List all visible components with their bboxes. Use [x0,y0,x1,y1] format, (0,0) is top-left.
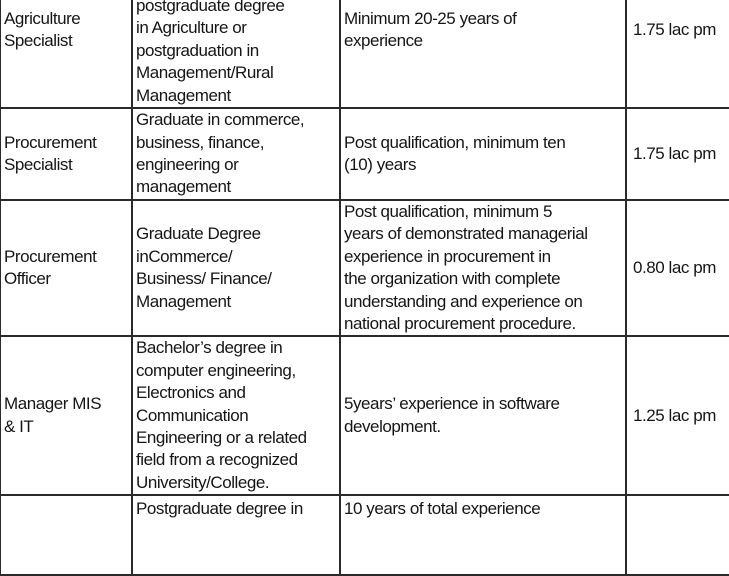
salary-cell: 1.75 lac pm [625,107,729,201]
qualification-line: in Agriculture or [136,18,247,38]
position-cell: Procurement Officer [0,198,133,338]
experience-line: years of demonstrated managerial [344,224,588,244]
qualification-line: management [136,177,231,197]
qualification-line: engineering or [136,155,239,174]
qualification-line: field from a recognized [136,450,298,470]
qualification-line: Management [136,85,231,105]
qualification-cell: Graduate Degree inCommerce/Business/ Fina… [131,198,341,338]
experience-line: 5years’ experience in software [344,394,560,414]
position-line: & IT [4,416,34,436]
salary-text: 0.80 lac pm [633,258,716,278]
position-cell: Manager MIS & IT [0,335,133,497]
position-line: Specialist [4,31,73,50]
qualification-line: Management/Rural [136,63,274,83]
position-cell: Procurement Specialist [0,107,133,201]
position-line: Procurement [4,132,97,152]
table-row: Manager MIS & IT Bachelor’s degree in compu… [0,335,729,497]
qualification-cell: Bachelor’s degree in computer engineering… [131,335,341,497]
qualification-line: Electronics and [136,383,246,403]
qualification-line: inCommerce/ [136,246,233,266]
qualification-line: Management [136,291,231,311]
table-row: Procurement Specialist Graduate in commerc… [0,107,729,201]
salary-cell: 1.75 lac pm [625,0,729,109]
salary-text: 1.75 lac pm [633,143,716,163]
salary-text: 1.25 lac pm [633,405,716,425]
position-line: Officer [4,269,51,289]
experience-cell: Post qualification, minimum 5 years of de… [339,198,627,338]
experience-line: 10 years of total experience [344,499,541,519]
position-line: Manager MIS [4,394,102,414]
experience-line: Post qualification, minimum 5 [344,202,553,221]
qualification-cell: postgraduate degree in Agriculture or post… [131,0,341,109]
experience-line: (10) years [344,155,417,174]
position-cell [0,494,133,576]
experience-line: experience [344,31,423,50]
qualification-line: Graduate in commerce, [136,110,305,130]
salary-text: 1.75 lac pm [633,19,716,39]
position-line: Agriculture [4,8,81,28]
table-row: Agriculture Specialist postgraduate degree… [0,0,729,109]
qualification-line: postgraduate degree [136,0,285,15]
experience-line: Minimum 20-25 years of [344,8,517,28]
salary-cell: 1.25 lac pm [625,335,729,497]
qualification-line: Graduate Degree [136,224,261,244]
salary-cell [625,494,729,576]
position-cell: Agriculture Specialist [0,0,133,109]
position-line: Procurement [4,246,97,266]
position-line: Specialist [4,155,73,174]
experience-line: national procurement procedure. [344,314,576,334]
qualification-cell: Postgraduate degree in [131,494,341,576]
experience-line: Post qualification, minimum ten [344,132,566,152]
qualification-cell: Graduate in commerce, business, finance, e… [131,107,341,201]
experience-cell: 5years’ experience in software developmen… [339,335,627,497]
experience-line: experience in procurement in [344,246,551,266]
experience-line: the organization with complete [344,269,561,289]
experience-cell: Minimum 20-25 years of experience [339,0,627,109]
qualification-line: Communication [136,405,249,425]
table-row: Procurement Officer Graduate Degree inComme… [0,198,729,338]
experience-line: understanding and experience on [344,291,583,311]
qualification-line: Business/ Finance/ [136,269,272,289]
qualification-line: Postgraduate degree in [136,499,303,519]
qualification-line: postgraduation in [136,40,259,60]
salary-cell: 0.80 lac pm [625,198,729,338]
experience-line: development. [344,416,441,436]
qualification-line: University/College. [136,472,270,492]
table-row: Postgraduate degree in 10 years of total … [0,494,729,576]
qualification-line: Bachelor’s degree in [136,338,283,358]
qualification-line: Engineering or a related [136,428,307,448]
qualification-line: business, finance, [136,132,264,152]
experience-cell: Post qualification, minimum ten (10) year… [339,107,627,201]
qualification-line: computer engineering, [136,360,296,380]
experience-cell: 10 years of total experience [339,494,627,576]
